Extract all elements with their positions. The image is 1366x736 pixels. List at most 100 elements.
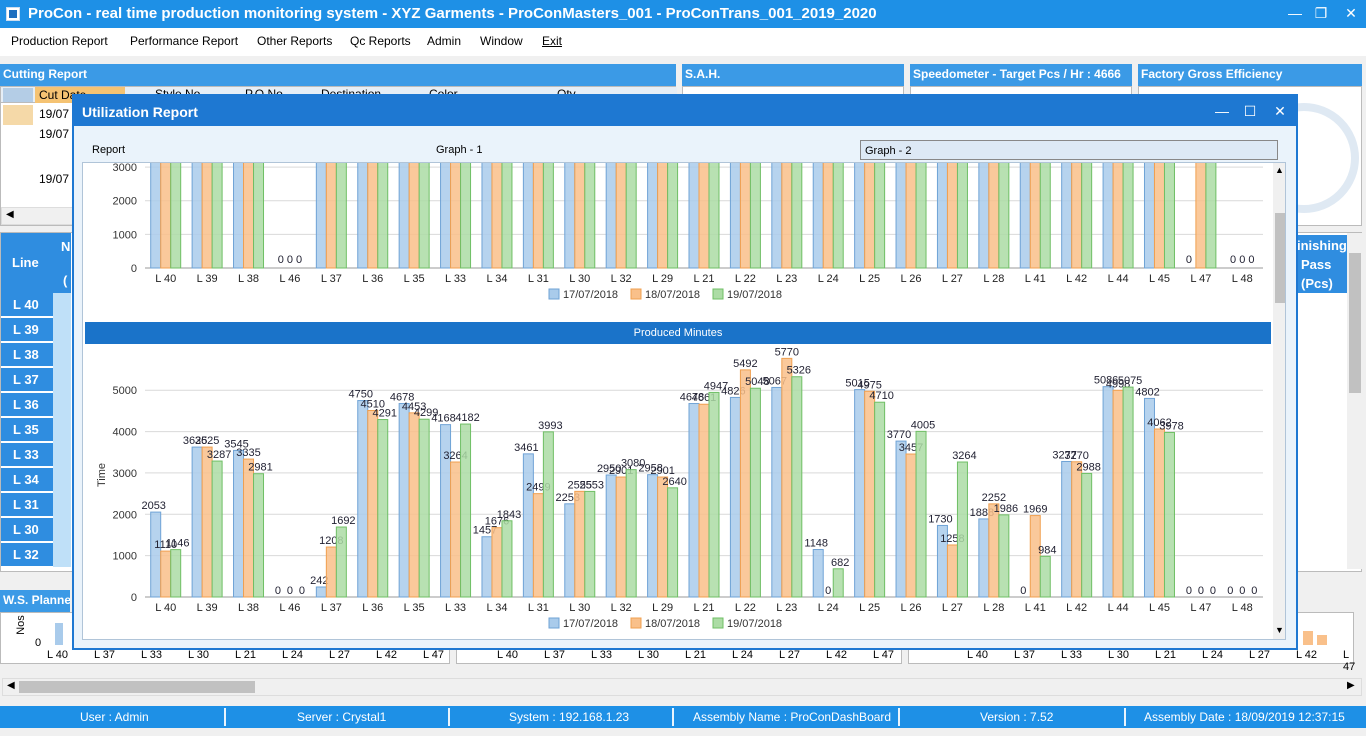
data-label: 2988	[1076, 461, 1100, 473]
data-bar	[698, 403, 710, 598]
line-row-header[interactable]: L 31	[1, 493, 53, 517]
menu-admin[interactable]: Admin	[427, 34, 462, 48]
data-label: 1888	[970, 507, 994, 519]
y-tick-label: 3000	[113, 468, 137, 480]
dialog-close-button[interactable]: ✕	[1274, 103, 1286, 119]
tab-report[interactable]: Report	[92, 144, 126, 156]
tab-graph-2[interactable]: Graph - 2	[860, 140, 1278, 160]
data-label: 5492	[733, 358, 757, 370]
line-row-header[interactable]: L 32	[1, 543, 53, 567]
scroll-down-icon[interactable]: ▼	[1275, 625, 1284, 635]
scrollbar-thumb[interactable]	[1349, 253, 1361, 393]
data-bar	[895, 163, 907, 269]
menu-window[interactable]: Window	[480, 34, 523, 48]
menu-production-report[interactable]: Production Report	[11, 34, 108, 48]
data-bar	[325, 546, 337, 598]
data-label: 1110	[154, 539, 177, 551]
status-assembly-name: Assembly Name : ProConDashBoard	[693, 710, 892, 724]
data-bar	[874, 401, 886, 598]
restore-button[interactable]: ❐	[1314, 5, 1328, 21]
cutting-row-date: 19/07	[39, 127, 70, 141]
y-axis-label: Time	[96, 463, 108, 487]
tab-graph-1[interactable]: Graph - 1	[436, 144, 483, 156]
data-bar	[915, 430, 927, 598]
data-label: 0	[1186, 254, 1192, 266]
data-bar	[812, 163, 824, 269]
data-bar	[739, 369, 751, 598]
x-tick-label: L 22	[735, 273, 756, 285]
data-bar	[377, 163, 389, 269]
data-bar	[574, 163, 586, 269]
line-row-header[interactable]: L 33	[1, 443, 53, 467]
status-separator	[898, 708, 900, 726]
dialog-minimize-button[interactable]: —	[1215, 103, 1229, 119]
data-bar	[1019, 163, 1031, 269]
scroll-right-icon[interactable]: ▶	[1347, 680, 1355, 691]
scrollbar-thumb[interactable]	[1275, 213, 1285, 303]
status-version: Version : 7.52	[980, 710, 1054, 724]
line-row-header[interactable]: L 35	[1, 418, 53, 442]
data-bar	[946, 163, 958, 269]
menu-exit[interactable]: Exit	[542, 34, 563, 48]
data-bar	[998, 514, 1010, 598]
line-grid-v-scrollbar[interactable]	[1347, 233, 1363, 569]
x-tick-label: L 34	[486, 273, 507, 285]
line-row-header[interactable]: L 34	[1, 468, 53, 492]
line-column-header: Line	[1, 233, 53, 293]
data-label: 4710	[869, 390, 893, 402]
minimize-button[interactable]: —	[1288, 5, 1302, 21]
close-button[interactable]: ✕	[1345, 5, 1357, 21]
line-row-header[interactable]: L 40	[1, 293, 53, 317]
line-row-header[interactable]: L 36	[1, 393, 53, 417]
data-bar	[1163, 163, 1175, 269]
data-bar	[988, 163, 1000, 269]
data-bar	[657, 476, 669, 598]
data-bar	[335, 163, 347, 269]
data-label: 4975	[857, 379, 881, 391]
data-bar	[1112, 163, 1124, 269]
data-label: 2640	[662, 476, 686, 488]
x-tick-label: L 37	[321, 602, 342, 614]
speedometer-header: Speedometer - Target Pcs / Hr : 4666	[910, 64, 1132, 86]
data-bar	[1195, 163, 1207, 269]
bottom-axis-label: L 47	[423, 649, 445, 661]
x-tick-label: L 23	[776, 273, 797, 285]
x-tick-label: L 28	[983, 602, 1004, 614]
line-row-header[interactable]: L 37	[1, 368, 53, 392]
data-bar	[1081, 163, 1093, 269]
main-h-scrollbar[interactable]: ◀ ▶	[2, 678, 1362, 696]
graph-v-scrollbar[interactable]: ▲ ▼	[1273, 163, 1285, 639]
scroll-left-icon[interactable]: ◀	[6, 209, 14, 220]
data-label: 1730	[928, 513, 952, 525]
x-tick-label: L 30	[569, 602, 590, 614]
menu-qc-reports[interactable]: Qc Reports	[350, 34, 411, 48]
data-label: 4291	[372, 408, 396, 420]
data-label: 5086	[1094, 375, 1118, 387]
scroll-up-icon[interactable]: ▲	[1275, 165, 1284, 175]
scroll-left-icon[interactable]: ◀	[7, 680, 15, 691]
window-title: ProCon - real time production monitoring…	[28, 5, 877, 22]
row-selector[interactable]	[3, 105, 33, 125]
data-bar	[398, 163, 410, 269]
cutting-report-header: Cutting Report	[0, 64, 676, 86]
data-bar	[956, 461, 968, 598]
data-bar	[160, 163, 172, 269]
dialog-maximize-button[interactable]: ☐	[1243, 103, 1257, 119]
data-label: 3277	[1052, 449, 1076, 461]
scrollbar-thumb[interactable]	[19, 681, 255, 693]
bottom-axis-label: L 33	[141, 649, 163, 661]
line-row-header[interactable]: L 38	[1, 343, 53, 367]
y-tick-label: 5000	[113, 385, 137, 397]
x-tick-label: L 24	[818, 273, 839, 285]
line-row-header[interactable]: L 39	[1, 318, 53, 342]
bottom-axis-label: L 24	[1202, 649, 1224, 661]
x-tick-label: L 42	[1066, 602, 1087, 614]
data-label: 4947	[704, 380, 728, 392]
data-bar	[708, 391, 720, 598]
grid-column-header: (	[53, 263, 71, 293]
line-row-header[interactable]: L 30	[1, 518, 53, 542]
data-label: 1986	[994, 503, 1018, 515]
menu-other-reports[interactable]: Other Reports	[257, 34, 333, 48]
data-label: 0	[299, 585, 305, 597]
menu-performance-report[interactable]: Performance Report	[130, 34, 239, 48]
